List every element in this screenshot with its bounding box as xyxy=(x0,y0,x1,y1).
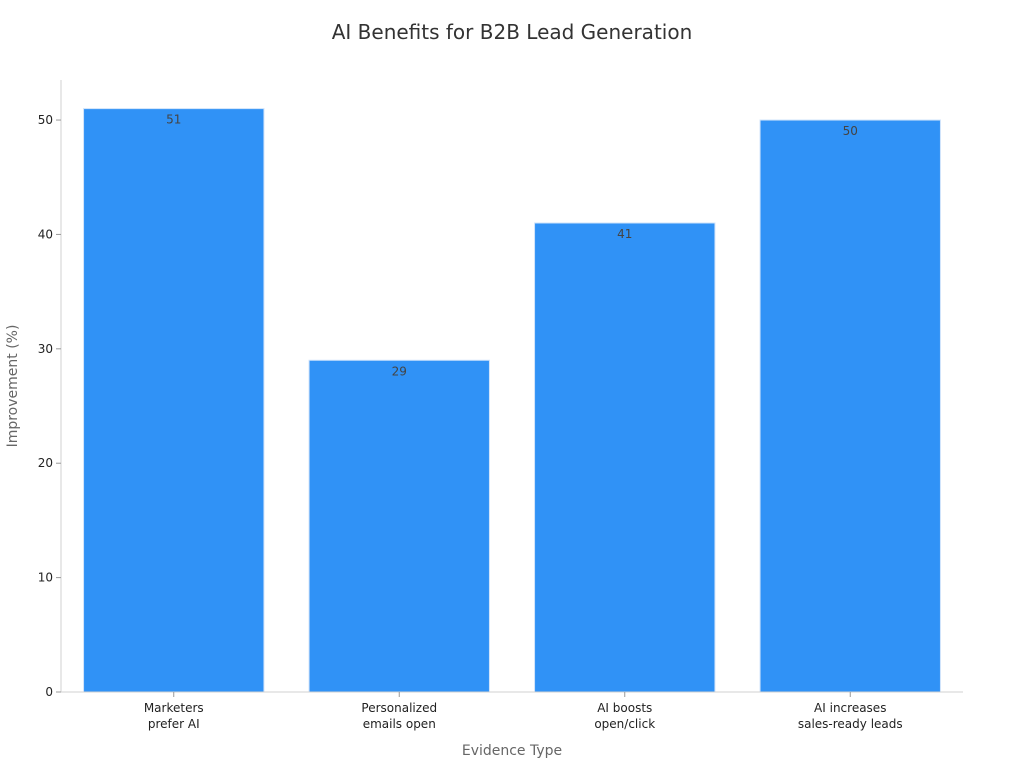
y-tick-label: 10 xyxy=(38,571,53,585)
x-tick-label: open/click xyxy=(594,717,655,731)
x-tick-label: AI increases xyxy=(814,701,886,715)
x-tick-label: sales-ready leads xyxy=(798,717,903,731)
y-tick-label: 30 xyxy=(38,342,53,356)
data-label: 51 xyxy=(166,113,181,127)
x-tick-label: Personalized xyxy=(361,701,437,715)
data-label: 41 xyxy=(617,227,632,241)
y-tick-label: 50 xyxy=(38,113,53,127)
bar xyxy=(534,222,716,693)
data-label: 50 xyxy=(843,124,858,138)
bars-layer xyxy=(83,108,941,693)
y-axis-title: Improvement (%) xyxy=(5,325,21,448)
x-axis-title: Evidence Type xyxy=(462,743,562,759)
x-tick-label: AI boosts xyxy=(597,701,652,715)
chart-title: AI Benefits for B2B Lead Generation xyxy=(331,20,693,44)
bar xyxy=(83,108,265,693)
y-tick-label: 40 xyxy=(38,227,53,241)
x-axis-ticks: Marketers prefer AI Personalized emails ope… xyxy=(144,692,903,731)
bar xyxy=(308,359,490,693)
x-tick-label: Marketers xyxy=(144,701,204,715)
bar xyxy=(759,119,941,693)
data-labels-layer: 51 29 41 50 xyxy=(166,113,858,379)
y-tick-label: 0 xyxy=(45,685,53,699)
x-tick-label: emails open xyxy=(363,717,436,731)
data-label: 29 xyxy=(392,364,407,378)
x-tick-label: prefer AI xyxy=(148,717,200,731)
y-axis-ticks: 0 10 20 30 40 50 xyxy=(38,113,61,699)
y-tick-label: 20 xyxy=(38,456,53,470)
